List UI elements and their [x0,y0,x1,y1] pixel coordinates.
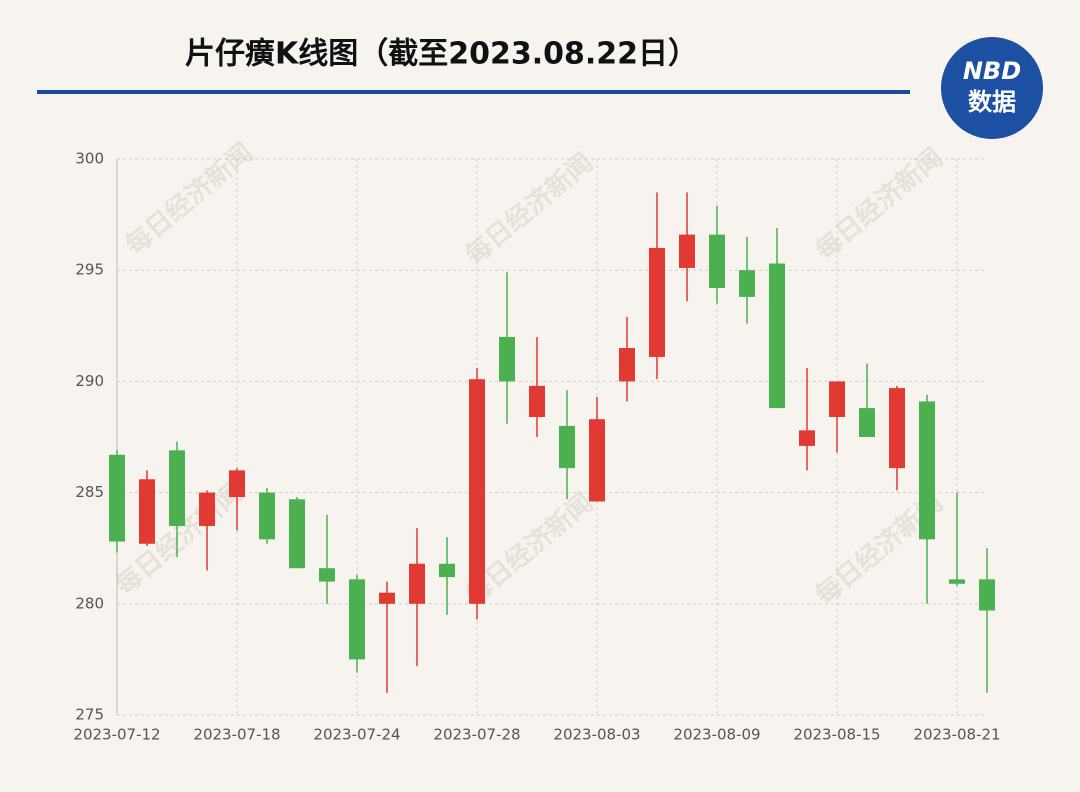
y-tick-label: 295 [75,261,104,279]
candle-body [889,388,905,469]
candle-body [499,336,515,382]
candle-body [289,499,305,569]
candle-body [559,425,575,469]
y-tick-label: 285 [75,483,104,501]
x-tick-label: 2023-07-12 [73,726,160,744]
candle-body [769,263,785,409]
candle-body [679,234,695,268]
logo-top: NBD [963,57,1021,85]
chart-title: 片仔癀K线图（截至2023.08.22日） [185,37,698,72]
logo-circle [941,37,1043,139]
candle-body [169,450,185,526]
y-tick-label: 275 [75,706,104,724]
candle-body [139,479,155,544]
candle-body [349,579,365,660]
candle-body [379,592,395,604]
y-tick-label: 290 [75,372,104,390]
y-tick-label: 300 [75,150,104,168]
candle-body [709,234,725,288]
x-tick-label: 2023-08-09 [673,726,760,744]
candle-body [319,568,335,582]
logo-bottom: 数据 [968,88,1016,116]
candle-body [589,419,605,502]
title-rule [37,90,910,94]
x-tick-label: 2023-08-21 [913,726,1000,744]
candle-body [649,247,665,357]
candle-body [529,385,545,417]
candle-body [469,379,485,604]
candle-body [859,408,875,437]
candle-body [619,348,635,382]
candle-body [229,470,245,498]
candle-body [799,430,815,446]
y-tick-label: 280 [75,594,104,612]
candle-body [919,401,935,540]
candle-body [109,454,125,542]
x-tick-label: 2023-07-28 [433,726,520,744]
candle-body [979,579,995,611]
candle-body [259,492,275,540]
candle-body [409,563,425,604]
candle-body [739,270,755,297]
candle-body [439,563,455,578]
x-tick-label: 2023-07-18 [193,726,280,744]
x-tick-label: 2023-08-03 [553,726,640,744]
candle-body [199,492,215,526]
candle-body [949,579,965,584]
candle-body [829,381,845,417]
x-tick-label: 2023-07-24 [313,726,400,744]
x-tick-label: 2023-08-15 [793,726,880,744]
